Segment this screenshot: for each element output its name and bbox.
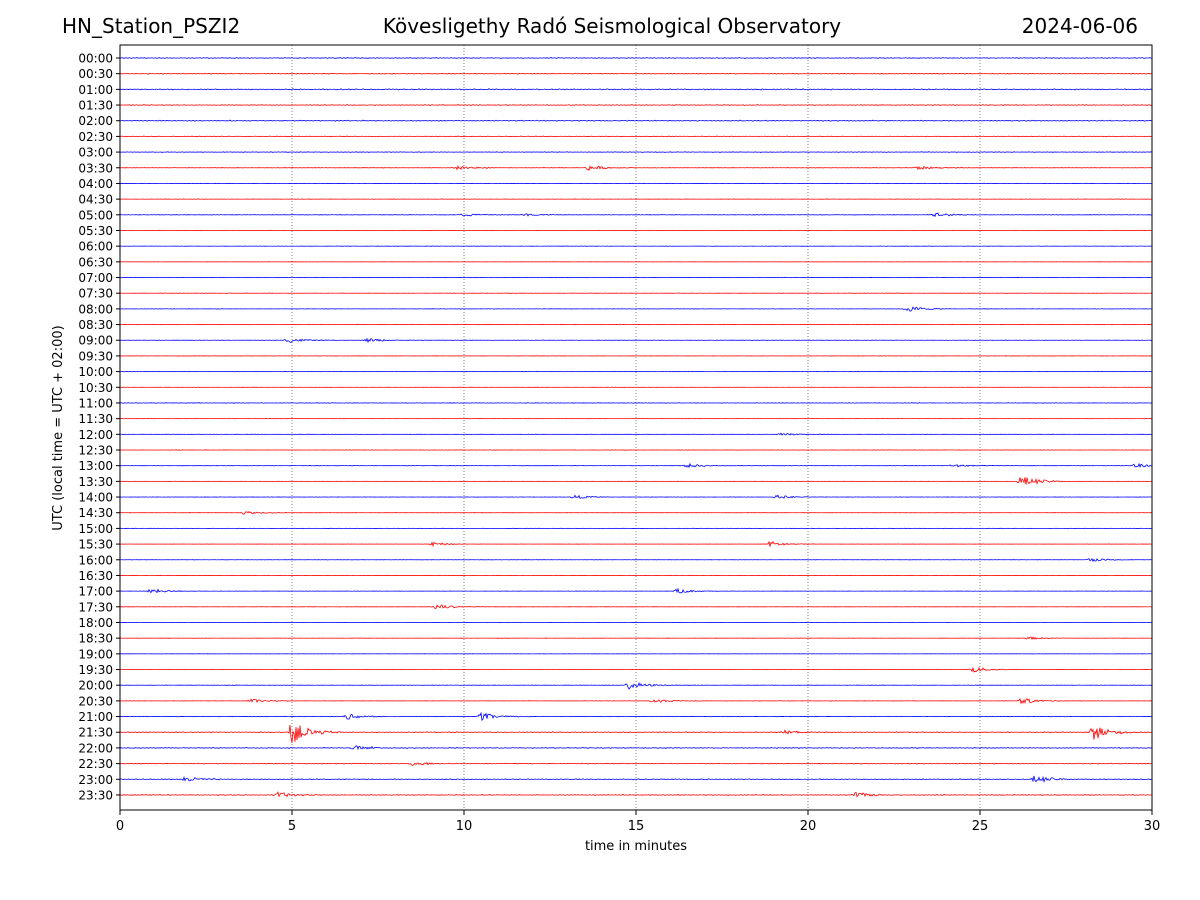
trace-line: [119, 462, 1153, 469]
y-tick-label: 18:00: [78, 616, 113, 630]
trace-line: [119, 135, 1153, 138]
y-tick-label: 08:30: [78, 318, 113, 332]
trace-line: [119, 604, 1153, 609]
trace-line: [119, 151, 1153, 153]
y-tick-label: 16:30: [78, 569, 113, 583]
y-tick-label: 18:30: [78, 632, 113, 646]
y-tick-label: 08:00: [78, 302, 113, 316]
y-tick-label: 19:30: [78, 663, 113, 677]
trace-line: [119, 636, 1153, 641]
y-tick-label: 21:00: [78, 710, 113, 724]
y-axis-label: UTC (local time = UTC + 02:00): [51, 325, 66, 530]
station-name: HN_Station_PSZI2: [62, 14, 241, 38]
y-tick-label: 13:30: [78, 475, 113, 489]
trace-line: [119, 711, 1153, 722]
y-tick-label: 13:00: [78, 459, 113, 473]
trace-line: [119, 494, 1153, 499]
y-tick-label: 22:30: [78, 757, 113, 771]
y-tick-label: 20:00: [78, 679, 113, 693]
y-tick-label: 11:30: [78, 412, 113, 426]
x-axis-label: time in minutes: [585, 839, 687, 854]
trace-line: [119, 164, 1153, 172]
trace-line: [119, 724, 1153, 744]
trace-line: [119, 681, 1153, 690]
y-tick-label: 09:00: [78, 334, 113, 348]
trace-line: [119, 761, 1153, 766]
y-tick-label: 05:30: [78, 224, 113, 238]
y-tick-label: 20:30: [78, 694, 113, 708]
x-tick-label: 5: [288, 819, 296, 834]
y-tick-label: 10:30: [78, 381, 113, 395]
y-tick-label: 19:00: [78, 647, 113, 661]
y-tick-label: 07:30: [78, 287, 113, 301]
vertical-gridlines: [291, 45, 981, 810]
y-tick-label: 05:00: [78, 208, 113, 222]
y-tick-label: 14:00: [78, 491, 113, 505]
trace-line: [119, 540, 1153, 548]
trace-line: [119, 276, 1153, 279]
trace-line: [119, 477, 1153, 485]
trace-line: [119, 402, 1153, 404]
seismogram-traces: [119, 57, 1153, 798]
y-tick-label: 04:00: [78, 177, 113, 191]
trace-line: [119, 587, 1153, 594]
trace-line: [119, 510, 1153, 515]
y-tick-label: 15:00: [78, 522, 113, 536]
trace-line: [119, 697, 1153, 705]
y-tick-label: 07:00: [78, 271, 113, 285]
x-tick-label: 25: [972, 819, 989, 834]
y-tick-label: 06:30: [78, 255, 113, 269]
trace-line: [119, 57, 1153, 59]
y-tick-label: 09:30: [78, 349, 113, 363]
y-tick-label: 11:00: [78, 396, 113, 410]
y-tick-label: 01:30: [78, 99, 113, 113]
y-tick-label: 03:00: [78, 146, 113, 160]
trace-line: [120, 666, 1153, 673]
y-tick-label: 10:00: [78, 365, 113, 379]
y-tick-label: 17:00: [78, 585, 113, 599]
y-tick-label: 22:00: [78, 741, 113, 755]
trace-line: [119, 432, 1153, 436]
x-axis-ticks: 0 5 10 15 20 25 30: [116, 810, 1160, 834]
trace-line: [119, 306, 1153, 312]
y-tick-label: 17:30: [78, 600, 113, 614]
trace-line: [119, 745, 1153, 751]
trace-line: [119, 88, 1153, 91]
y-tick-label: 23:00: [78, 773, 113, 787]
trace-line: [119, 72, 1153, 75]
chart-title: Kövesligethy Radó Seismological Observat…: [382, 14, 842, 38]
y-tick-label: 03:30: [78, 161, 113, 175]
y-tick-label: 23:30: [78, 788, 113, 802]
trace-line: [119, 212, 1153, 218]
x-tick-label: 10: [456, 819, 473, 834]
x-tick-label: 20: [800, 819, 817, 834]
trace-line: [119, 791, 1153, 798]
trace-line: [119, 119, 1153, 122]
y-tick-label: 12:30: [78, 444, 113, 458]
y-tick-label: 00:30: [78, 67, 113, 81]
trace-line: [119, 104, 1153, 107]
y-tick-label: 04:30: [78, 193, 113, 207]
chart-date: 2024-06-06: [1021, 14, 1138, 38]
y-tick-label: 02:00: [78, 114, 113, 128]
y-tick-label: 12:00: [78, 428, 113, 442]
x-tick-label: 30: [1144, 819, 1161, 834]
x-tick-label: 0: [116, 819, 124, 834]
y-tick-label: 01:00: [78, 83, 113, 97]
trace-line: [119, 557, 1153, 563]
trace-line: [119, 775, 1153, 784]
trace-line: [119, 337, 1153, 344]
y-tick-label: 16:00: [78, 553, 113, 567]
y-tick-label: 14:30: [78, 506, 113, 520]
y-tick-label: 00:00: [78, 52, 113, 66]
y-tick-label: 21:30: [78, 726, 113, 740]
y-tick-label: 02:30: [78, 130, 113, 144]
y-tick-label: 15:30: [78, 538, 113, 552]
x-tick-label: 15: [628, 819, 645, 834]
y-tick-label: 06:00: [78, 240, 113, 254]
